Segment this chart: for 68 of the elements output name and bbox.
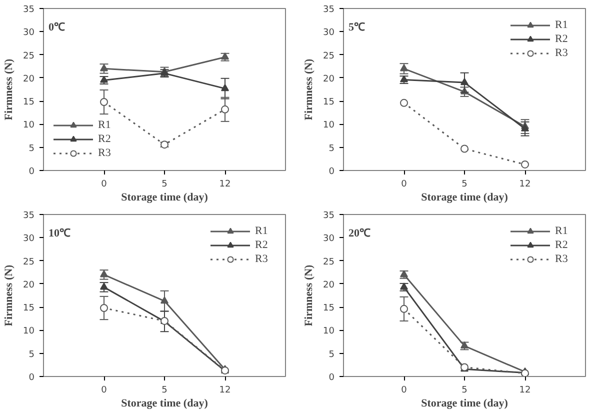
x-axis-title: Storage time (day) (121, 192, 208, 204)
x-tick-label: 5 (162, 386, 168, 396)
x-axis-title: Storage time (day) (121, 398, 208, 410)
x-tick-label: 12 (519, 386, 531, 396)
legend-label: R3 (98, 146, 112, 160)
y-tick-label: 30 (23, 28, 35, 38)
y-tick-label: 20 (23, 280, 35, 290)
y-tick-label: 5 (328, 350, 335, 360)
x-axis-title: Storage time (day) (421, 398, 508, 410)
legend-label: R1 (555, 224, 569, 238)
legend-label: R3 (555, 252, 569, 266)
legend-label: R1 (555, 18, 569, 32)
legend-label: R1 (98, 118, 112, 132)
y-tick-label: 25 (23, 257, 34, 268)
x-tick-label: 5 (462, 386, 468, 396)
x-tick-label: 0 (101, 180, 108, 190)
y-tick-label: 15 (23, 98, 34, 108)
y-tick-label: 35 (23, 5, 34, 15)
y-tick-label: 5 (28, 144, 35, 154)
y-tick-label: 30 (323, 28, 335, 38)
y-tick-label: 20 (323, 74, 335, 84)
y-axis-title: Firmness (N) (303, 264, 316, 326)
x-tick-label: 5 (162, 180, 168, 190)
legend-label: R3 (555, 46, 569, 60)
y-axis-title: Firmness (N) (3, 264, 16, 326)
y-tick-label: 25 (23, 51, 34, 62)
y-axis-title: Firmness (N) (3, 58, 16, 120)
y-tick-label: 20 (323, 280, 335, 290)
x-tick-label: 0 (401, 180, 408, 190)
legend-label: R2 (555, 238, 569, 252)
legend-label: R2 (555, 32, 569, 46)
text: 0℃ (48, 22, 65, 34)
y-tick-label: 20 (23, 74, 35, 84)
y-axis-title: Firmness (N) (303, 58, 316, 120)
x-tick-label: 12 (519, 180, 531, 190)
legend-label: R2 (98, 132, 112, 146)
y-tick-label: 0 (328, 167, 335, 177)
y-tick-label: 15 (323, 98, 334, 108)
x-tick-label: 5 (462, 180, 468, 190)
y-tick-label: 35 (23, 211, 34, 221)
y-tick-label: 10 (23, 120, 35, 131)
legend-label: R1 (255, 224, 269, 238)
y-tick-label: 35 (323, 211, 334, 221)
y-tick-label: 15 (23, 304, 34, 314)
y-tick-label: 10 (323, 326, 335, 337)
x-tick-label: 0 (101, 386, 108, 396)
y-tick-label: 15 (323, 304, 334, 314)
y-tick-label: 25 (323, 257, 334, 268)
y-tick-label: 0 (28, 167, 35, 177)
legend-label: R3 (255, 252, 269, 266)
x-tick-label: 12 (219, 386, 231, 396)
x-tick-label: 12 (219, 180, 231, 190)
y-tick-label: 30 (23, 234, 35, 244)
text: 20℃ (348, 228, 370, 240)
y-tick-label: 35 (323, 5, 334, 15)
y-tick-label: 30 (323, 234, 335, 244)
text: 10℃ (48, 228, 70, 240)
y-tick-label: 10 (23, 326, 35, 337)
y-tick-label: 5 (28, 350, 35, 360)
y-tick-label: 25 (323, 51, 334, 62)
y-tick-label: 0 (328, 373, 335, 383)
x-tick-label: 0 (401, 386, 408, 396)
x-axis-title: Storage time (day) (421, 192, 508, 204)
y-tick-label: 10 (323, 120, 335, 131)
legend-label: R2 (255, 238, 269, 252)
y-tick-label: 0 (28, 373, 35, 383)
y-tick-label: 5 (328, 144, 335, 154)
text: 5℃ (348, 22, 365, 34)
